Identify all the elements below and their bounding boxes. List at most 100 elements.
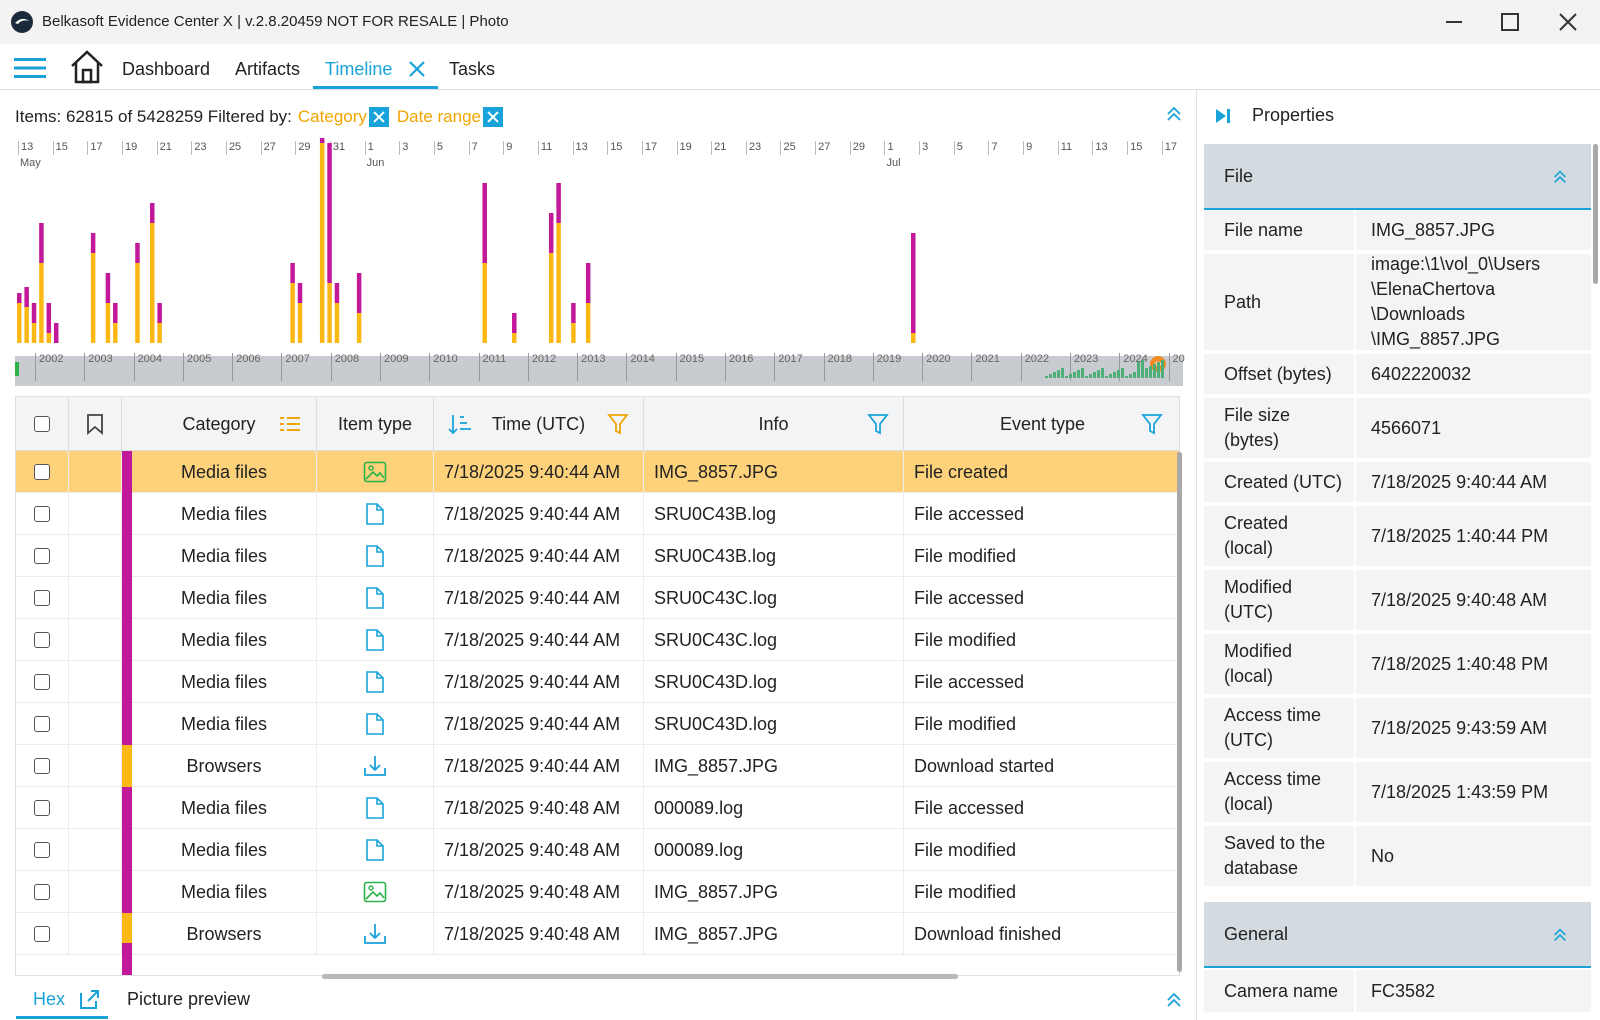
overview-activity-mark [1089, 374, 1092, 378]
grid-horizontal-scrollbar[interactable] [322, 974, 958, 979]
row-bookmark-cell[interactable] [69, 703, 122, 745]
time-cell: 7/18/2025 9:40:48 AM [434, 829, 644, 871]
file-section-label: File [1224, 165, 1254, 186]
row-checkbox[interactable] [34, 716, 50, 732]
sort-ascending-icon[interactable] [448, 413, 472, 435]
filter-icon[interactable] [1141, 413, 1163, 435]
tab-timeline[interactable]: Timeline [325, 59, 393, 79]
table-row[interactable]: Media files 7/18/2025 9:40:44 AM SRU0C43D.… [16, 661, 1179, 703]
bar-media-files [297, 283, 303, 303]
info-cell: SRU0C43C.log [644, 577, 904, 619]
event-type-header[interactable]: Event type [904, 397, 1179, 451]
row-bookmark-cell[interactable] [69, 451, 122, 493]
row-select-cell [16, 829, 69, 871]
tab-artifacts[interactable]: Artifacts [235, 59, 301, 79]
category-cell: Media files [132, 493, 317, 535]
row-bookmark-cell[interactable] [69, 535, 122, 577]
category-cell: Browsers [132, 913, 317, 955]
table-row[interactable]: Media files 7/18/2025 9:40:48 AM 000089.lo… [16, 829, 1179, 871]
time-header[interactable]: Time (UTC) [434, 397, 644, 451]
row-bookmark-cell[interactable] [69, 661, 122, 703]
row-checkbox[interactable] [34, 506, 50, 522]
row-checkbox[interactable] [34, 758, 50, 774]
overview-activity-mark [1073, 372, 1076, 378]
tab-dashboard[interactable]: Dashboard [122, 59, 211, 79]
minimize-icon[interactable] [1440, 8, 1468, 36]
tab-hex[interactable]: Hex [33, 989, 66, 1009]
bar-browsers [290, 283, 295, 343]
tab-tasks[interactable]: Tasks [449, 59, 496, 79]
overview-year-label: 2011 [478, 353, 506, 381]
collapse-properties-icon[interactable] [1214, 107, 1232, 125]
table-row[interactable]: Browsers 7/18/2025 9:40:48 AM IMG_8857.JPG… [16, 913, 1179, 955]
filter-active-icon[interactable] [607, 413, 629, 435]
table-row[interactable]: Media files 7/18/2025 9:40:44 AM SRU0C43B.… [16, 493, 1179, 535]
time-cell: 7/18/2025 9:40:44 AM [434, 619, 644, 661]
item-type-header[interactable]: Item type [317, 397, 434, 451]
close-tab-icon[interactable] [407, 59, 427, 79]
table-row[interactable]: Media files 7/18/2025 9:40:44 AM IMG_8857.… [16, 451, 1179, 493]
bookmark-header[interactable] [69, 397, 122, 451]
day-tick-label: 13 [1092, 141, 1108, 155]
home-icon[interactable] [68, 48, 106, 86]
row-checkbox[interactable] [34, 674, 50, 690]
timeline-overview[interactable]: 2002 2003 2004 2005 2006 2007 2008 2009 2010 2011… [15, 353, 1185, 386]
general-section-header[interactable]: General [1204, 902, 1591, 968]
overview-year-label: 2015 [675, 353, 704, 381]
info-header[interactable]: Info [644, 397, 904, 451]
row-checkbox[interactable] [34, 632, 50, 648]
table-row[interactable]: Media files 7/18/2025 9:40:44 AM SRU0C43D.… [16, 703, 1179, 745]
row-bookmark-cell[interactable] [69, 745, 122, 787]
row-checkbox[interactable] [34, 548, 50, 564]
info-cell: SRU0C43B.log [644, 535, 904, 577]
table-row[interactable]: Media files 7/18/2025 9:40:44 AM SRU0C43B.… [16, 535, 1179, 577]
filter-chip-date-range[interactable]: Date range [396, 107, 482, 126]
timeline-chart[interactable]: 13 15 17 19 21 23 25 27 29 31 1 3 5 7 9 11 13 15 17 19 21 23 2… [15, 138, 1183, 360]
collapse-section-icon[interactable] [1551, 168, 1569, 186]
close-window-icon[interactable] [1554, 8, 1582, 36]
bar-media-files [571, 303, 576, 323]
row-checkbox[interactable] [34, 800, 50, 816]
row-bookmark-cell[interactable] [69, 493, 122, 535]
file-section-header[interactable]: File [1204, 144, 1591, 210]
row-checkbox[interactable] [34, 842, 50, 858]
row-bookmark-cell[interactable] [69, 829, 122, 871]
bookmark-icon [87, 414, 103, 435]
property-row: File name IMG_8857.JPG [1204, 210, 1591, 252]
row-bookmark-cell[interactable] [69, 913, 122, 955]
select-all-cell [16, 397, 69, 451]
category-header[interactable]: Category [122, 397, 317, 451]
collapse-chart-icon[interactable] [1164, 104, 1184, 124]
row-bookmark-cell[interactable] [69, 577, 122, 619]
grid-vertical-scrollbar[interactable] [1177, 452, 1182, 972]
table-row[interactable]: Media files 7/18/2025 9:40:48 AM IMG_8857.… [16, 871, 1179, 913]
table-row[interactable]: Media files 7/18/2025 9:40:44 AM SRU0C43C.… [16, 577, 1179, 619]
row-bookmark-cell[interactable] [69, 787, 122, 829]
remove-date-range-filter-icon[interactable] [483, 107, 504, 127]
properties-scrollbar[interactable] [1593, 144, 1598, 284]
filter-chip-category[interactable]: Category [297, 107, 367, 126]
maximize-icon[interactable] [1496, 8, 1524, 36]
overview-start-handle[interactable] [15, 362, 19, 376]
row-checkbox[interactable] [34, 926, 50, 942]
table-row[interactable]: Media files 7/18/2025 9:40:48 AM 000089.lo… [16, 787, 1179, 829]
hamburger-menu-icon[interactable] [14, 56, 46, 80]
row-checkbox[interactable] [34, 464, 50, 480]
expand-panel-icon[interactable] [1164, 990, 1184, 1010]
group-list-icon[interactable] [279, 415, 301, 433]
row-checkbox[interactable] [34, 884, 50, 900]
tab-picture-preview[interactable]: Picture preview [127, 989, 251, 1009]
row-bookmark-cell[interactable] [69, 619, 122, 661]
category-cell: Media files [132, 619, 317, 661]
select-all-checkbox[interactable] [34, 416, 50, 432]
filter-icon[interactable] [867, 413, 889, 435]
remove-category-filter-icon[interactable] [368, 107, 389, 127]
open-external-icon[interactable] [78, 987, 102, 1011]
table-row[interactable]: Browsers 7/18/2025 9:40:44 AM IMG_8857.JPG… [16, 745, 1179, 787]
item-type-cell [317, 745, 434, 787]
collapse-section-icon[interactable] [1551, 926, 1569, 944]
row-bookmark-cell[interactable] [69, 871, 122, 913]
table-row[interactable]: Media files 7/18/2025 9:40:44 AM SRU0C43C.… [16, 619, 1179, 661]
row-checkbox[interactable] [34, 590, 50, 606]
property-label: Camera name [1204, 970, 1354, 1012]
